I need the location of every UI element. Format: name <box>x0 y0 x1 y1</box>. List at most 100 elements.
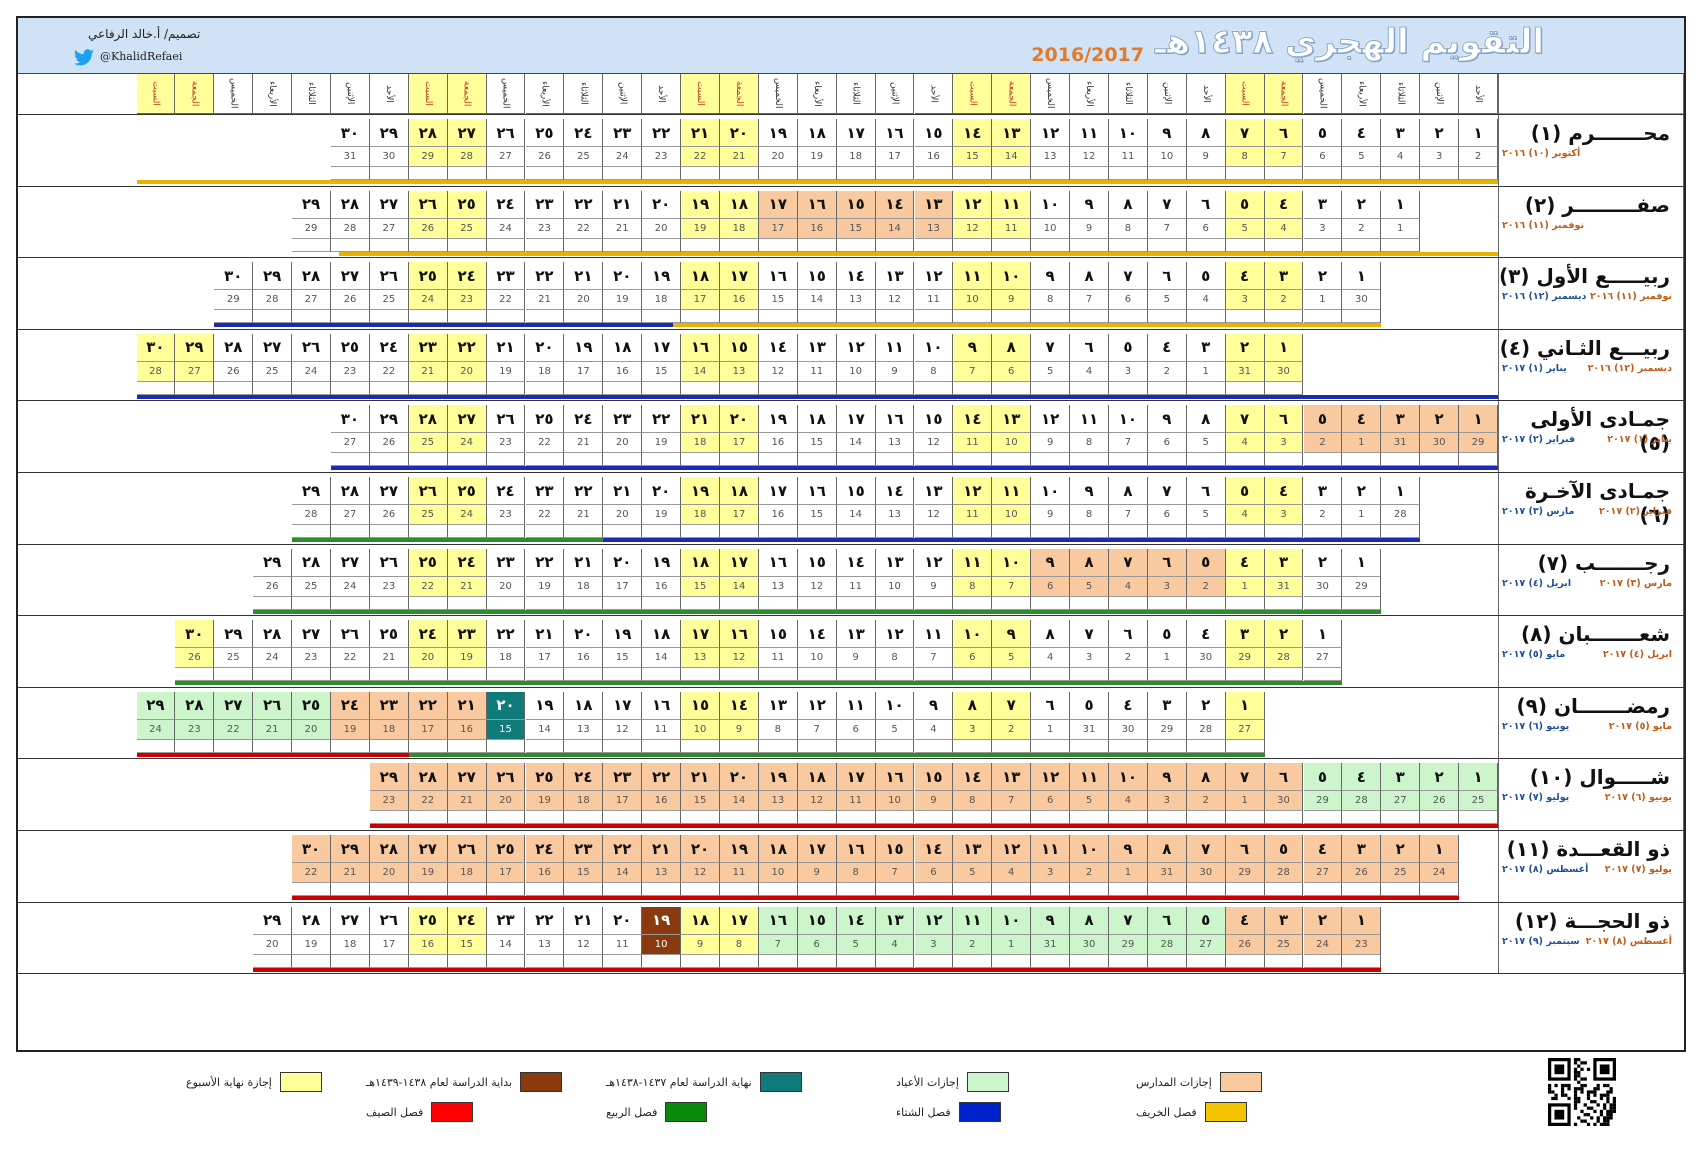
hijri-day-cell: ١٢ <box>1031 405 1071 434</box>
weekday-label: السبت <box>150 81 161 106</box>
gregorian-day-cell: 17 <box>603 576 643 597</box>
empty-note-cell <box>408 954 448 968</box>
hijri-day-cell: ٢٢ <box>642 763 682 792</box>
hijri-day-cell: ١٠ <box>953 620 993 649</box>
legend-label: فصل الخريف <box>1136 1105 1197 1119</box>
legend-item-spring: فصل الربيع <box>606 1102 708 1122</box>
empty-note-cell <box>875 381 915 395</box>
legend-swatch <box>431 1102 474 1122</box>
empty-note-cell <box>875 525 915 538</box>
empty-note-cell <box>564 811 604 825</box>
legend-swatch <box>759 1072 802 1092</box>
empty-note-cell <box>1070 167 1109 180</box>
hijri-day-cell: ١٦ <box>642 691 682 720</box>
gregorian-day-cell: 3 <box>1264 505 1304 525</box>
empty-note-cell <box>953 238 993 252</box>
empty-note-cell <box>758 883 798 896</box>
hijri-day-cell: ٢٠ <box>564 620 604 649</box>
hijri-day-cell: ٢٣ <box>447 620 487 649</box>
hijri-day-cell: ٥ <box>1147 620 1187 649</box>
gregorian-day-cell: 13 <box>642 863 682 883</box>
empty-note-cell <box>1031 381 1071 395</box>
gregorian-day-cell: 12 <box>564 934 604 955</box>
gregorian-day-cell: 14 <box>720 576 759 597</box>
gregorian-day-cell: 5 <box>1147 290 1187 311</box>
season-bar-summer <box>292 896 1460 900</box>
empty-note-cell <box>642 739 682 753</box>
gregorian-day-cell: 17 <box>486 863 526 883</box>
gregorian-day-cell: 12 <box>914 433 954 454</box>
hijri-day-cell: ٢٥ <box>408 906 448 935</box>
gregorian-day-cell: 1 <box>1303 290 1343 311</box>
hijri-day-cell: ٧ <box>992 691 1032 720</box>
hijri-day-cell: ٧ <box>1070 620 1109 649</box>
hijri-day-cell: ٣٠ <box>175 620 215 649</box>
empty-note-cell <box>564 596 604 610</box>
empty-note-cell <box>331 596 370 610</box>
hijri-day-cell: ١٩ <box>642 548 682 577</box>
gregorian-day-cell: 30 <box>1186 863 1226 883</box>
hijri-day-cell: ٤ <box>1225 548 1265 577</box>
hijri-day-cell: ٢٩ <box>331 835 370 863</box>
hijri-day-cell: ١٧ <box>836 405 876 434</box>
gregorian-day-cell: 4 <box>1186 290 1226 311</box>
gregorian-day-cell: 12 <box>797 791 837 812</box>
gregorian-day-cell: 18 <box>681 505 720 525</box>
weekday-label: الأحد <box>1473 84 1484 103</box>
hijri-day-cell: ٢٢ <box>642 119 682 147</box>
gregorian-day-cell: 13 <box>758 791 798 812</box>
hijri-day-cell: ٢ <box>1420 763 1460 792</box>
hijri-day-cell: ١٢ <box>797 691 837 720</box>
weekday-header-cell: الأربعاء <box>525 74 565 114</box>
empty-note-cell <box>447 310 487 324</box>
empty-note-cell <box>564 381 604 395</box>
empty-note-cell <box>525 310 565 324</box>
hijri-day-cell: ١٠ <box>992 548 1032 577</box>
gregorian-day-cell: 13 <box>875 433 915 454</box>
empty-note-cell <box>797 167 837 180</box>
hijri-day-cell: ٢ <box>1381 835 1421 863</box>
weekday-header-cell: الأربعاء <box>253 74 293 114</box>
hijri-day-cell: ١٢ <box>992 835 1032 863</box>
empty-note-cell <box>681 954 720 968</box>
legend-swatch <box>1219 1072 1262 1092</box>
hijri-day-cell: ٢ <box>1420 405 1460 434</box>
empty-note-cell <box>1264 596 1304 610</box>
gregorian-day-cell: 11 <box>914 290 954 311</box>
empty-note-cell <box>720 310 759 324</box>
gregorian-day-cell: 31 <box>331 147 370 167</box>
empty-note-cell <box>1186 238 1226 252</box>
gregorian-day-cell: 14 <box>486 934 526 955</box>
empty-note-cell <box>1186 668 1226 682</box>
gregorian-day-cell: 15 <box>642 361 682 382</box>
hijri-day-cell: ٢٩ <box>292 477 331 505</box>
hijri-day-cell: ٢ <box>1186 691 1226 720</box>
empty-note-cell <box>1070 453 1109 467</box>
empty-note-cell <box>720 954 759 968</box>
hijri-day-cell: ٣٠ <box>331 119 370 147</box>
empty-note-cell <box>1381 811 1421 825</box>
hijri-day-cell: ٢١ <box>525 620 565 649</box>
legend-label: إجازات المدارس <box>1136 1075 1212 1089</box>
hijri-day-cell: ٢٨ <box>214 333 254 362</box>
hijri-day-cell: ١٤ <box>953 405 993 434</box>
weekday-label: الأحد <box>1200 84 1211 103</box>
weekday-header-cell: الخميس <box>1031 74 1071 114</box>
empty-note-cell <box>1186 525 1226 538</box>
gregorian-day-cell: 29 <box>214 290 254 311</box>
hijri-day-cell: ٢٦ <box>486 119 526 147</box>
empty-note-cell <box>836 167 876 180</box>
gregorian-day-cell: 12 <box>603 719 643 740</box>
gregorian-day-cell: 25 <box>1459 791 1498 812</box>
hijri-day-cell: ٢٥ <box>369 620 409 649</box>
empty-note-cell <box>1225 883 1265 896</box>
empty-note-cell <box>603 453 643 467</box>
hijri-day-cell: ٢٧ <box>369 190 409 219</box>
hijri-day-cell: ٤ <box>1303 835 1343 863</box>
gregorian-day-cell: 15 <box>486 719 526 740</box>
empty-note-cell <box>1342 525 1382 538</box>
empty-note-cell <box>836 954 876 968</box>
gregorian-day-cell: 5 <box>1186 433 1226 454</box>
gregorian-month-label: ديسمبر (١٢) ٢٠١٦ نوفمبر (١١) ٢٠١٦ <box>1502 291 1672 303</box>
hijri-day-cell: ٢٧ <box>447 763 487 792</box>
